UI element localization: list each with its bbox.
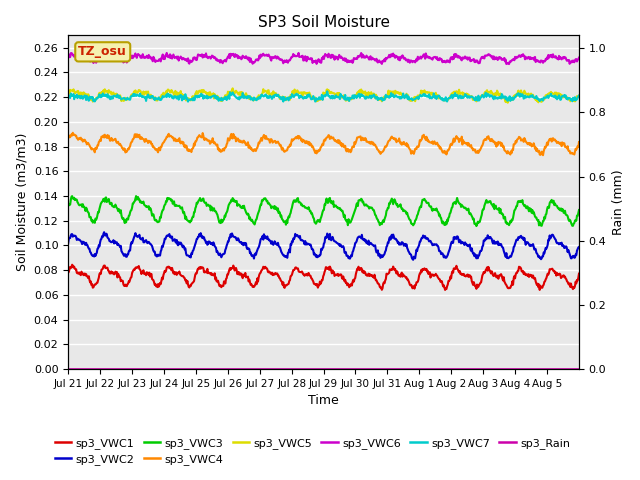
X-axis label: Time: Time: [308, 395, 339, 408]
sp3_VWC6: [163, 50, 171, 56]
sp3_VWC7: [219, 97, 227, 103]
sp3_VWC4: [125, 146, 132, 152]
sp3_VWC6: [377, 60, 385, 65]
sp3_VWC2: [410, 257, 417, 263]
sp3_VWC4: [264, 136, 271, 142]
sp3_VWC1: [575, 271, 583, 276]
Line: sp3_VWC4: sp3_VWC4: [68, 133, 579, 155]
sp3_VWC3: [124, 216, 132, 222]
Line: sp3_VWC7: sp3_VWC7: [68, 91, 579, 102]
sp3_VWC2: [405, 249, 413, 255]
sp3_VWC4: [575, 139, 583, 145]
Text: TZ_osu: TZ_osu: [78, 45, 127, 59]
sp3_VWC2: [100, 229, 108, 235]
sp3_Rain: [263, 366, 271, 372]
sp3_VWC4: [69, 130, 77, 136]
sp3_VWC5: [124, 96, 132, 102]
sp3_VWC5: [405, 96, 413, 101]
sp3_VWC2: [264, 234, 271, 240]
sp3_VWC5: [229, 85, 237, 91]
Line: sp3_VWC3: sp3_VWC3: [68, 196, 579, 226]
sp3_VWC1: [264, 266, 271, 272]
sp3_Rain: [124, 366, 132, 372]
Title: SP3 Soil Moisture: SP3 Soil Moisture: [257, 15, 390, 30]
sp3_VWC3: [405, 216, 413, 222]
sp3_VWC3: [472, 223, 480, 229]
sp3_Rain: [64, 366, 72, 372]
sp3_VWC6: [219, 60, 227, 66]
sp3_VWC4: [405, 145, 413, 151]
sp3_VWC6: [405, 58, 413, 63]
Y-axis label: Soil Moisture (m3/m3): Soil Moisture (m3/m3): [15, 133, 28, 271]
sp3_VWC6: [505, 61, 513, 67]
sp3_VWC3: [132, 193, 140, 199]
Line: sp3_VWC6: sp3_VWC6: [68, 53, 579, 64]
sp3_VWC2: [64, 240, 72, 246]
sp3_VWC6: [64, 55, 72, 60]
sp3_VWC1: [405, 280, 413, 286]
sp3_VWC7: [575, 93, 583, 98]
sp3_VWC3: [64, 203, 72, 209]
sp3_Rain: [218, 366, 226, 372]
sp3_VWC7: [264, 95, 271, 101]
sp3_Rain: [376, 366, 383, 372]
sp3_VWC7: [184, 99, 192, 105]
sp3_VWC1: [244, 274, 252, 279]
sp3_VWC2: [575, 244, 583, 250]
sp3_VWC6: [264, 53, 271, 59]
sp3_VWC5: [504, 100, 511, 106]
Y-axis label: Rain (mm): Rain (mm): [612, 169, 625, 235]
Line: sp3_VWC5: sp3_VWC5: [68, 88, 579, 103]
sp3_VWC5: [244, 95, 252, 101]
sp3_VWC3: [264, 198, 271, 204]
sp3_VWC2: [377, 255, 385, 261]
sp3_VWC4: [219, 146, 227, 152]
sp3_VWC3: [377, 220, 385, 226]
Legend: sp3_VWC1, sp3_VWC2, sp3_VWC3, sp3_VWC4, sp3_VWC5, sp3_VWC6, sp3_VWC7, sp3_Rain: sp3_VWC1, sp3_VWC2, sp3_VWC3, sp3_VWC4, …: [51, 433, 575, 469]
sp3_VWC1: [219, 283, 227, 288]
sp3_VWC7: [124, 96, 132, 102]
sp3_VWC5: [377, 96, 385, 101]
sp3_VWC7: [378, 96, 385, 102]
sp3_VWC4: [377, 151, 385, 157]
Line: sp3_VWC1: sp3_VWC1: [68, 265, 579, 290]
sp3_VWC2: [125, 249, 132, 254]
sp3_VWC7: [244, 95, 252, 101]
sp3_VWC1: [64, 270, 72, 276]
Line: sp3_VWC2: sp3_VWC2: [68, 232, 579, 260]
sp3_VWC3: [575, 207, 583, 213]
sp3_VWC1: [68, 262, 76, 268]
sp3_Rain: [575, 366, 583, 372]
sp3_VWC3: [219, 218, 227, 224]
sp3_VWC4: [539, 152, 547, 158]
sp3_VWC4: [244, 139, 252, 145]
sp3_VWC5: [264, 90, 271, 96]
sp3_VWC2: [219, 252, 227, 257]
sp3_VWC3: [244, 211, 252, 216]
sp3_Rain: [243, 366, 251, 372]
sp3_VWC1: [125, 278, 132, 284]
sp3_VWC1: [441, 287, 449, 293]
sp3_VWC6: [244, 55, 252, 60]
sp3_VWC6: [575, 55, 583, 60]
sp3_VWC5: [218, 98, 226, 104]
sp3_VWC5: [64, 91, 72, 96]
sp3_VWC6: [124, 57, 132, 62]
sp3_VWC4: [64, 135, 72, 141]
sp3_VWC1: [377, 285, 385, 290]
sp3_VWC7: [64, 93, 72, 98]
sp3_VWC7: [406, 96, 413, 102]
sp3_Rain: [404, 366, 412, 372]
sp3_VWC5: [575, 93, 583, 98]
sp3_VWC2: [244, 245, 252, 251]
sp3_VWC7: [323, 88, 331, 94]
